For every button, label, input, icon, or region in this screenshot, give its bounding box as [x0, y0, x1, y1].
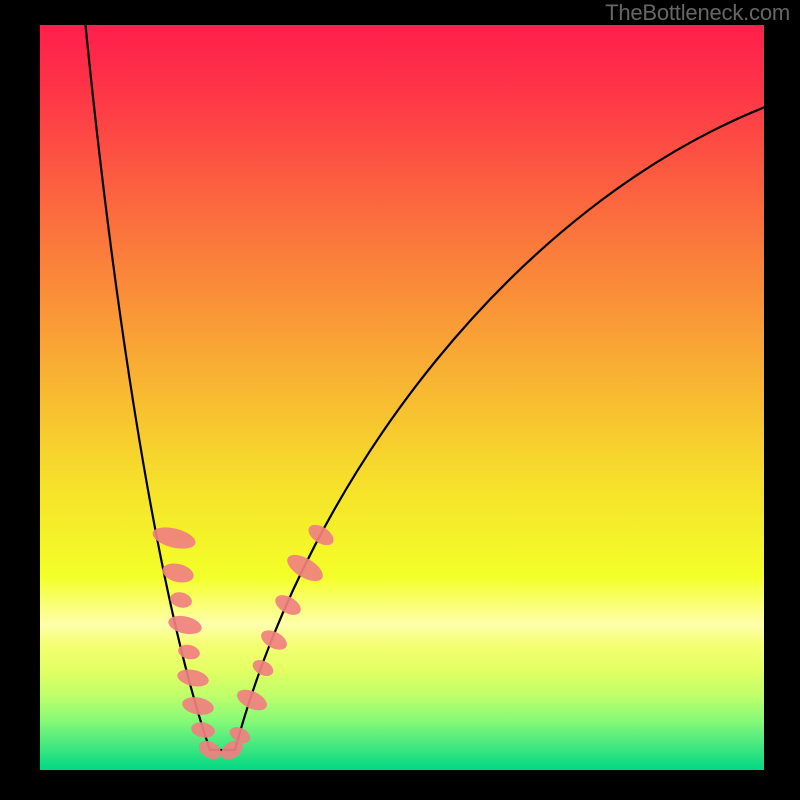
bottleneck-chart	[0, 0, 800, 800]
plot-area	[40, 25, 764, 770]
watermark-text: TheBottleneck.com	[605, 0, 790, 26]
